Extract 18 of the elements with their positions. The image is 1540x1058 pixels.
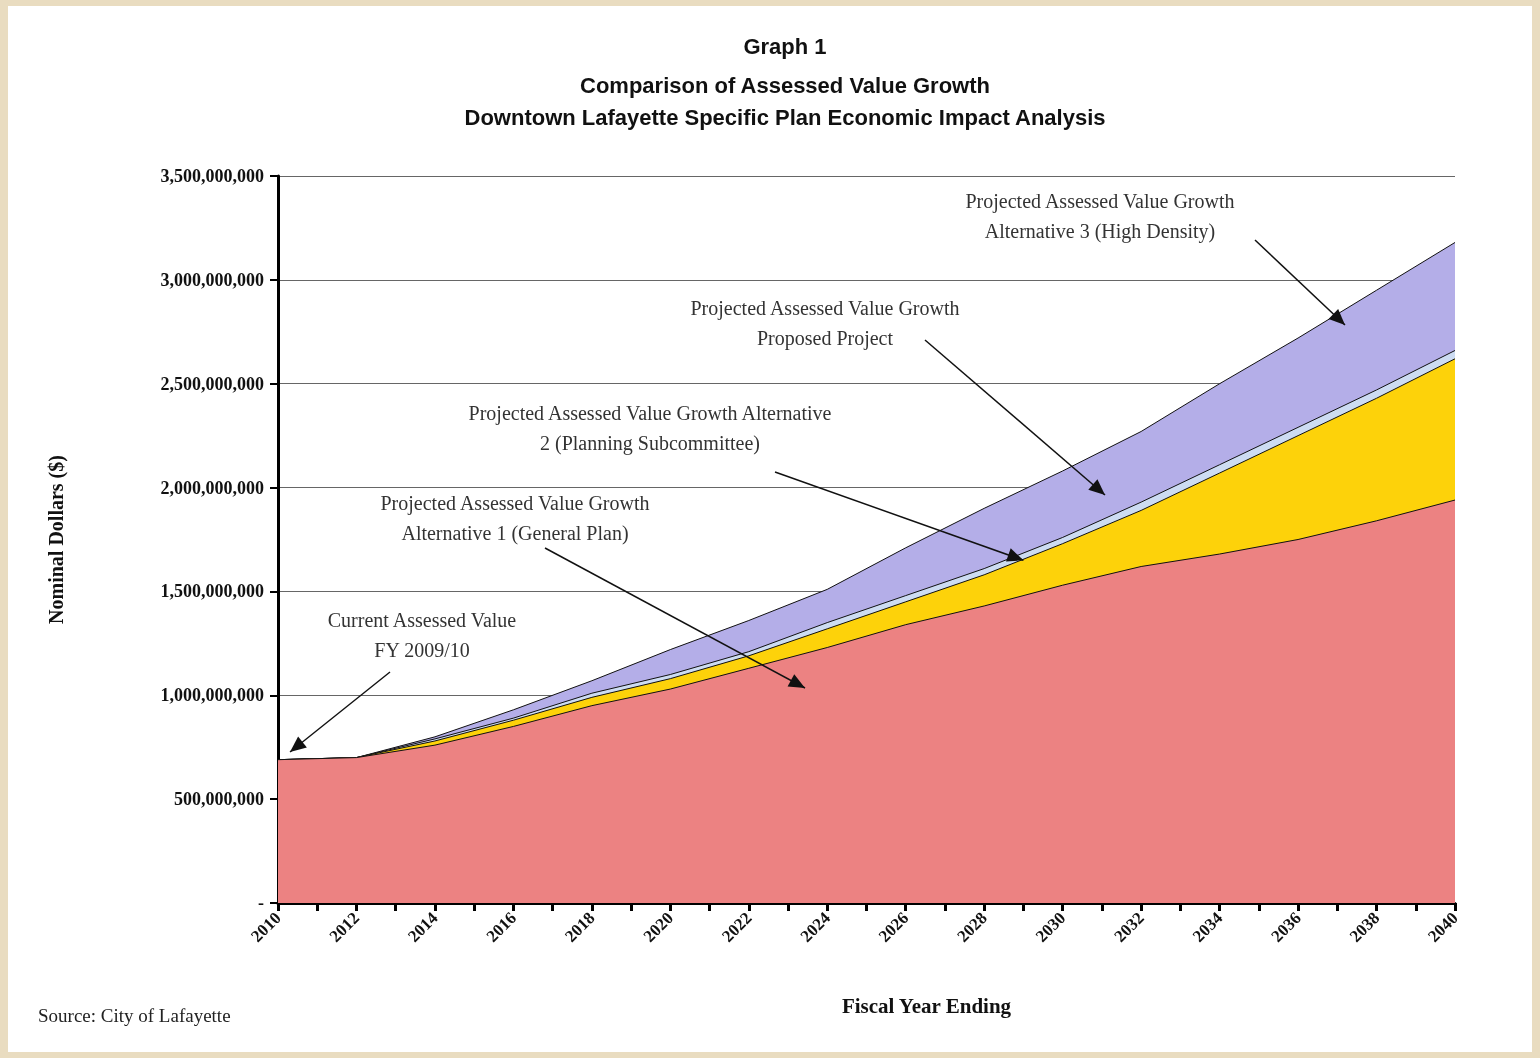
annotation: Projected Assessed Value Growth Alternative 1 (General Plan) bbox=[380, 492, 650, 545]
y-axis-title: Nominal Dollars ($) bbox=[45, 455, 68, 624]
y-tick-label: - bbox=[258, 893, 264, 913]
y-tick-label: 1,500,000,000 bbox=[160, 581, 264, 602]
y-tick-label: 2,000,000,000 bbox=[160, 477, 264, 498]
annotation: Projected Assessed Value Growth Proposed Project bbox=[690, 297, 960, 350]
annotation: Projected Assessed Value Growth Alternative 3 (High Density) bbox=[965, 190, 1235, 243]
y-tick-label: 1,000,000,000 bbox=[160, 685, 264, 706]
y-tick-label: 2,500,000,000 bbox=[160, 373, 264, 394]
y-tick-label: 3,500,000,000 bbox=[160, 166, 264, 186]
y-tick-label: 3,000,000,000 bbox=[160, 269, 264, 290]
annotation: Projected Assessed Value Growth Alternative 2 (Planning Subcommittee) bbox=[468, 402, 832, 455]
annotation: Current Assessed Value FY 2009/10 bbox=[327, 609, 517, 661]
chart-title: Graph 1 bbox=[743, 33, 827, 59]
x-axis-title: Fiscal Year Ending bbox=[841, 993, 1012, 1018]
chart-subtitle: Comparison of Assessed Value Growth Downtown Lafayette Specific Plan Economic Impact Analysis bbox=[464, 72, 1106, 130]
source-note: Source: City of Lafayette bbox=[38, 1005, 231, 1026]
y-tick-label: 500,000,000 bbox=[174, 789, 264, 810]
